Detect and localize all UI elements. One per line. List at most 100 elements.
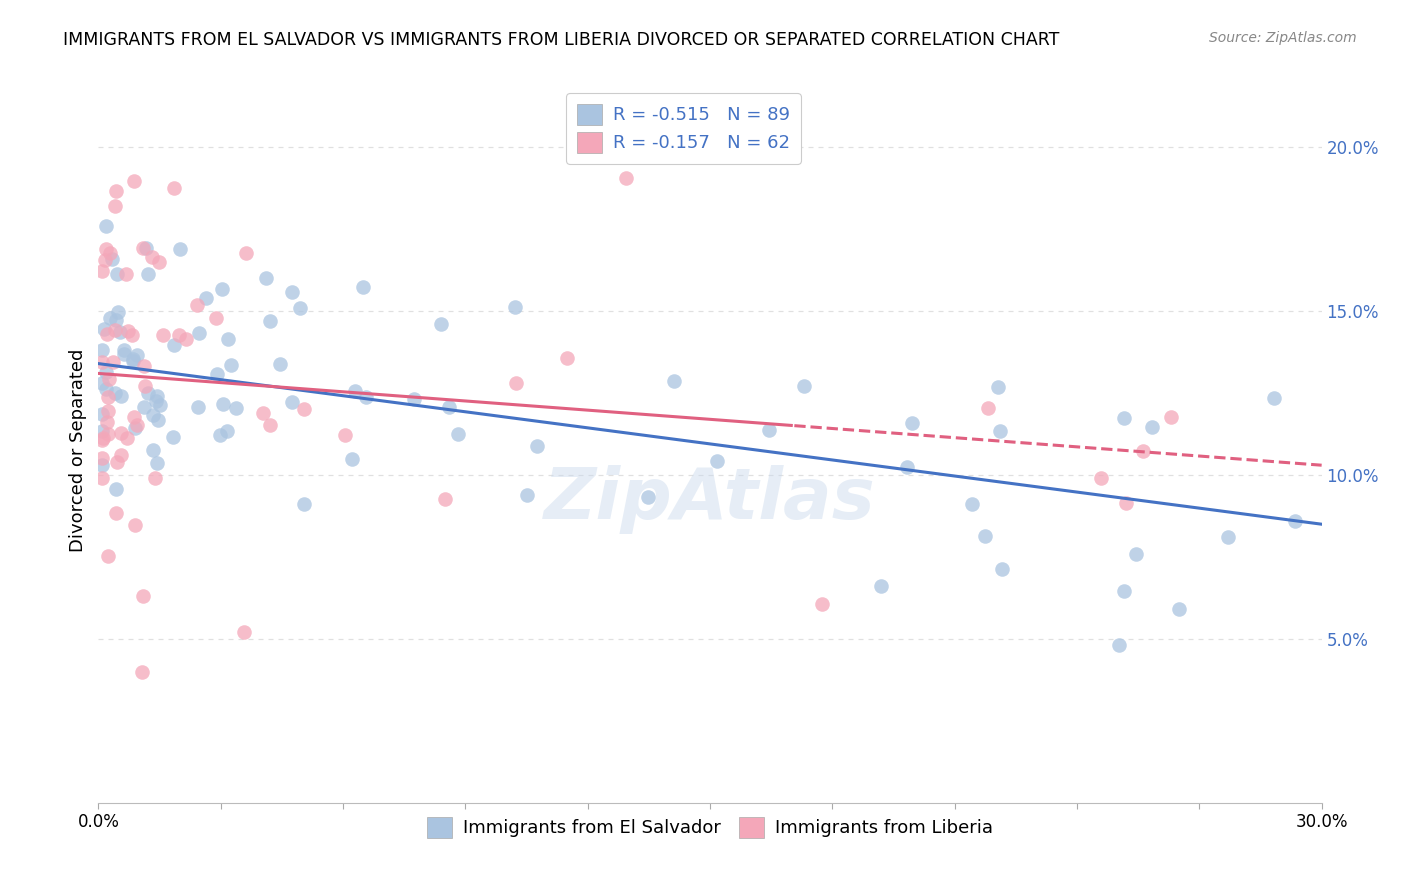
Point bbox=[215, 424, 238, 438]
Point bbox=[1108, 639, 1130, 653]
Point bbox=[505, 376, 527, 390]
Point bbox=[340, 451, 363, 466]
Point bbox=[94, 219, 117, 233]
Point bbox=[354, 390, 377, 404]
Text: IMMIGRANTS FROM EL SALVADOR VS IMMIGRANTS FROM LIBERIA DIVORCED OR SEPARATED COR: IMMIGRANTS FROM EL SALVADOR VS IMMIGRANT… bbox=[63, 31, 1060, 49]
Point bbox=[104, 323, 127, 337]
Point bbox=[93, 431, 115, 445]
Point bbox=[1167, 602, 1189, 616]
Point bbox=[127, 348, 149, 362]
Point bbox=[136, 385, 159, 400]
Point bbox=[232, 624, 254, 639]
Point bbox=[662, 374, 685, 388]
Point bbox=[343, 384, 366, 399]
Point bbox=[91, 264, 114, 278]
Point bbox=[901, 416, 924, 430]
Point bbox=[145, 393, 167, 408]
Point bbox=[186, 298, 208, 312]
Point bbox=[112, 343, 135, 358]
Point bbox=[793, 378, 815, 392]
Point bbox=[143, 471, 166, 485]
Point bbox=[127, 418, 149, 433]
Point bbox=[235, 245, 257, 260]
Point bbox=[188, 326, 211, 340]
Point bbox=[208, 428, 231, 442]
Point bbox=[1112, 584, 1135, 599]
Point bbox=[97, 549, 120, 564]
Point bbox=[105, 455, 128, 469]
Point bbox=[91, 451, 114, 466]
Point bbox=[991, 562, 1014, 576]
Point bbox=[205, 367, 228, 381]
Point bbox=[516, 488, 538, 502]
Point bbox=[124, 518, 146, 533]
Point bbox=[1140, 420, 1163, 434]
Point bbox=[269, 358, 291, 372]
Point bbox=[447, 426, 470, 441]
Point bbox=[91, 355, 114, 369]
Point bbox=[96, 326, 118, 341]
Point bbox=[104, 312, 127, 326]
Point bbox=[187, 401, 209, 415]
Point bbox=[115, 268, 138, 282]
Text: Source: ZipAtlas.com: Source: ZipAtlas.com bbox=[1209, 31, 1357, 45]
Point bbox=[122, 174, 145, 188]
Point bbox=[637, 491, 659, 505]
Point bbox=[219, 358, 242, 372]
Point bbox=[94, 252, 117, 267]
Point bbox=[162, 430, 184, 444]
Point bbox=[148, 255, 170, 269]
Point bbox=[110, 449, 132, 463]
Point bbox=[105, 184, 128, 198]
Point bbox=[706, 454, 728, 468]
Point bbox=[110, 389, 132, 403]
Point bbox=[94, 383, 117, 397]
Point bbox=[555, 351, 578, 366]
Point bbox=[195, 291, 218, 305]
Point bbox=[110, 425, 132, 440]
Point bbox=[98, 372, 121, 386]
Point bbox=[281, 395, 304, 409]
Point bbox=[124, 409, 146, 424]
Point bbox=[259, 314, 281, 328]
Point bbox=[104, 199, 127, 213]
Point bbox=[104, 482, 127, 496]
Point bbox=[131, 665, 153, 679]
Point bbox=[98, 245, 121, 260]
Point bbox=[132, 590, 155, 604]
Point bbox=[211, 282, 233, 296]
Point bbox=[1132, 444, 1154, 458]
Point bbox=[404, 392, 426, 406]
Point bbox=[974, 529, 997, 543]
Point bbox=[1160, 410, 1182, 425]
Point bbox=[281, 285, 304, 300]
Point bbox=[526, 439, 548, 453]
Point bbox=[225, 401, 247, 416]
Point bbox=[101, 252, 124, 266]
Point bbox=[205, 311, 228, 326]
Point bbox=[169, 328, 191, 343]
Point bbox=[146, 457, 169, 471]
Point bbox=[290, 301, 312, 315]
Point bbox=[104, 386, 127, 401]
Point bbox=[163, 180, 186, 194]
Point bbox=[434, 492, 457, 507]
Point bbox=[869, 579, 891, 593]
Point bbox=[91, 408, 114, 422]
Point bbox=[142, 409, 165, 423]
Point bbox=[163, 337, 186, 351]
Point bbox=[124, 421, 146, 435]
Point bbox=[134, 379, 156, 393]
Point bbox=[333, 427, 356, 442]
Point bbox=[132, 241, 155, 255]
Point bbox=[254, 270, 277, 285]
Point bbox=[122, 354, 145, 368]
Point bbox=[217, 332, 239, 346]
Point bbox=[437, 401, 460, 415]
Point bbox=[988, 425, 1011, 439]
Point bbox=[134, 401, 156, 415]
Point bbox=[896, 459, 918, 474]
Point bbox=[112, 347, 135, 361]
Point bbox=[91, 471, 114, 485]
Point bbox=[91, 433, 114, 447]
